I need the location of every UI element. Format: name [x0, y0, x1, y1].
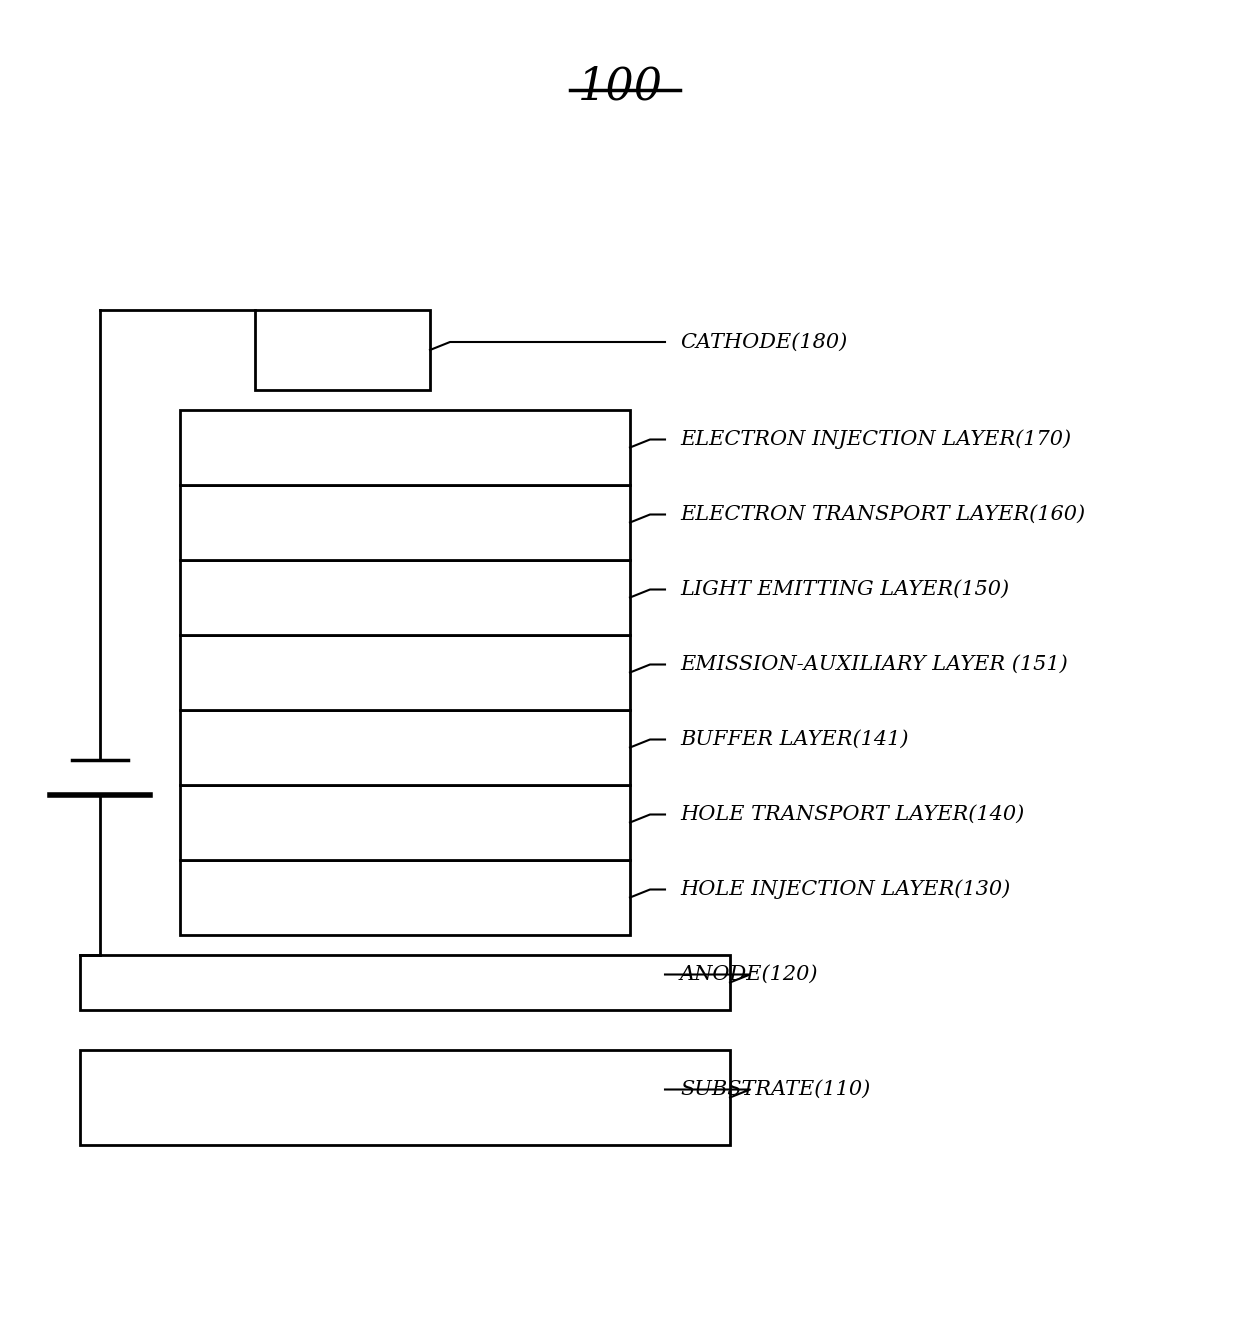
Bar [180, 410, 630, 485]
Bar [180, 635, 630, 710]
Text: 100: 100 [578, 66, 662, 109]
Text: EMISSION-AUXILIARY LAYER (151): EMISSION-AUXILIARY LAYER (151) [680, 655, 1068, 674]
Bar [180, 485, 630, 560]
Bar [180, 710, 630, 785]
Bar [81, 955, 730, 1010]
Bar [180, 560, 630, 635]
Text: BUFFER LAYER(141): BUFFER LAYER(141) [680, 730, 909, 749]
Bar [180, 785, 630, 860]
Text: LIGHT EMITTING LAYER(150): LIGHT EMITTING LAYER(150) [680, 580, 1009, 599]
Bar [180, 860, 630, 935]
Text: HOLE TRANSPORT LAYER(140): HOLE TRANSPORT LAYER(140) [680, 805, 1024, 824]
Text: HOLE INJECTION LAYER(130): HOLE INJECTION LAYER(130) [680, 879, 1011, 899]
Text: ELECTRON INJECTION LAYER(170): ELECTRON INJECTION LAYER(170) [680, 430, 1071, 449]
Text: ELECTRON TRANSPORT LAYER(160): ELECTRON TRANSPORT LAYER(160) [680, 505, 1085, 524]
Text: ANODE(120): ANODE(120) [680, 965, 818, 984]
Bar [255, 310, 430, 390]
Text: CATHODE(180): CATHODE(180) [680, 332, 847, 351]
Bar [81, 1051, 730, 1144]
Text: SUBSTRATE(110): SUBSTRATE(110) [680, 1080, 870, 1099]
